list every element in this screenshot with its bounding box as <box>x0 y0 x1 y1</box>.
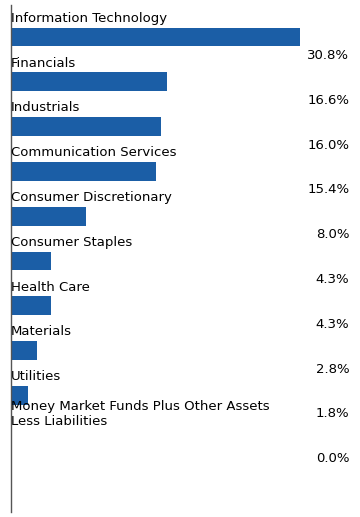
Text: 30.8%: 30.8% <box>307 49 349 62</box>
Text: 16.6%: 16.6% <box>307 94 349 107</box>
Text: 4.3%: 4.3% <box>316 318 349 331</box>
Bar <box>11 386 28 405</box>
Text: Money Market Funds Plus Other Assets
Less Liabilities: Money Market Funds Plus Other Assets Les… <box>11 400 269 428</box>
Text: 8.0%: 8.0% <box>316 229 349 241</box>
Text: 1.8%: 1.8% <box>316 407 349 420</box>
Text: Information Technology: Information Technology <box>11 12 167 25</box>
Text: Financials: Financials <box>11 57 76 70</box>
Bar <box>11 296 51 315</box>
Text: Communication Services: Communication Services <box>11 146 176 159</box>
Bar <box>11 207 86 225</box>
Text: Health Care: Health Care <box>11 281 90 294</box>
Bar <box>11 72 167 91</box>
Text: Consumer Discretionary: Consumer Discretionary <box>11 191 172 204</box>
Bar <box>11 27 300 47</box>
Text: Industrials: Industrials <box>11 101 80 114</box>
Text: Utilities: Utilities <box>11 370 61 383</box>
Bar <box>11 341 37 360</box>
Bar <box>11 117 161 136</box>
Bar <box>11 252 51 270</box>
Text: 0.0%: 0.0% <box>316 452 349 465</box>
Text: 15.4%: 15.4% <box>307 184 349 196</box>
Text: 4.3%: 4.3% <box>316 273 349 286</box>
Text: 16.0%: 16.0% <box>307 139 349 151</box>
Text: Consumer Staples: Consumer Staples <box>11 236 132 249</box>
Bar <box>11 162 156 181</box>
Text: 2.8%: 2.8% <box>316 362 349 376</box>
Text: Materials: Materials <box>11 326 72 339</box>
